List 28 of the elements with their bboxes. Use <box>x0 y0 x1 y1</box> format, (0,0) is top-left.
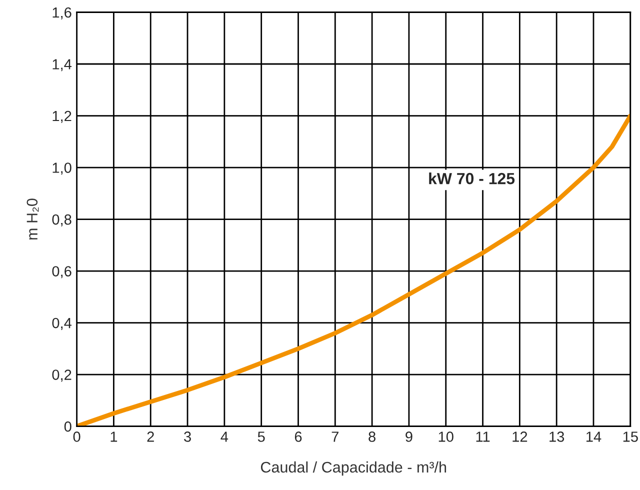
y-tick-label: 1,4 <box>52 59 72 72</box>
y-tick-label: 0,4 <box>52 318 72 330</box>
x-tick-label: 8 <box>368 432 376 442</box>
x-tick-label: 1 <box>110 432 118 442</box>
y-tick-label: 1,0 <box>52 162 72 175</box>
x-tick-label: 7 <box>332 432 338 442</box>
y-axis-title: m H₂0 <box>26 198 39 240</box>
x-tick-label: 14 <box>586 432 602 442</box>
annotation: kW 70 - 125 <box>429 172 515 184</box>
y-tick-label: 1,6 <box>52 7 72 20</box>
y-tick-label: 0,2 <box>52 370 72 382</box>
x-tick-label: 5 <box>258 432 265 442</box>
y-tick-label: 1,2 <box>52 110 72 123</box>
x-tick-label: 4 <box>220 432 228 442</box>
x-tick-label: 15 <box>623 432 638 442</box>
y-tick-label: 0,8 <box>52 214 72 226</box>
x-axis-title: Caudal / Capacidade - m³/h <box>260 461 446 476</box>
y-tick-label: 0 <box>64 421 72 432</box>
x-tick-label: 11 <box>476 432 490 442</box>
y-tick-label: 0,6 <box>52 266 72 278</box>
x-tick-label: 9 <box>406 432 412 442</box>
x-tick-label: 10 <box>438 432 454 442</box>
x-tick-label: 13 <box>550 432 564 442</box>
x-tick-label: 12 <box>512 432 528 442</box>
x-tick-label: 2 <box>147 432 154 442</box>
x-tick-label: 0 <box>73 432 80 442</box>
x-tick-label: 6 <box>294 432 302 442</box>
x-tick-label: 3 <box>184 432 191 442</box>
